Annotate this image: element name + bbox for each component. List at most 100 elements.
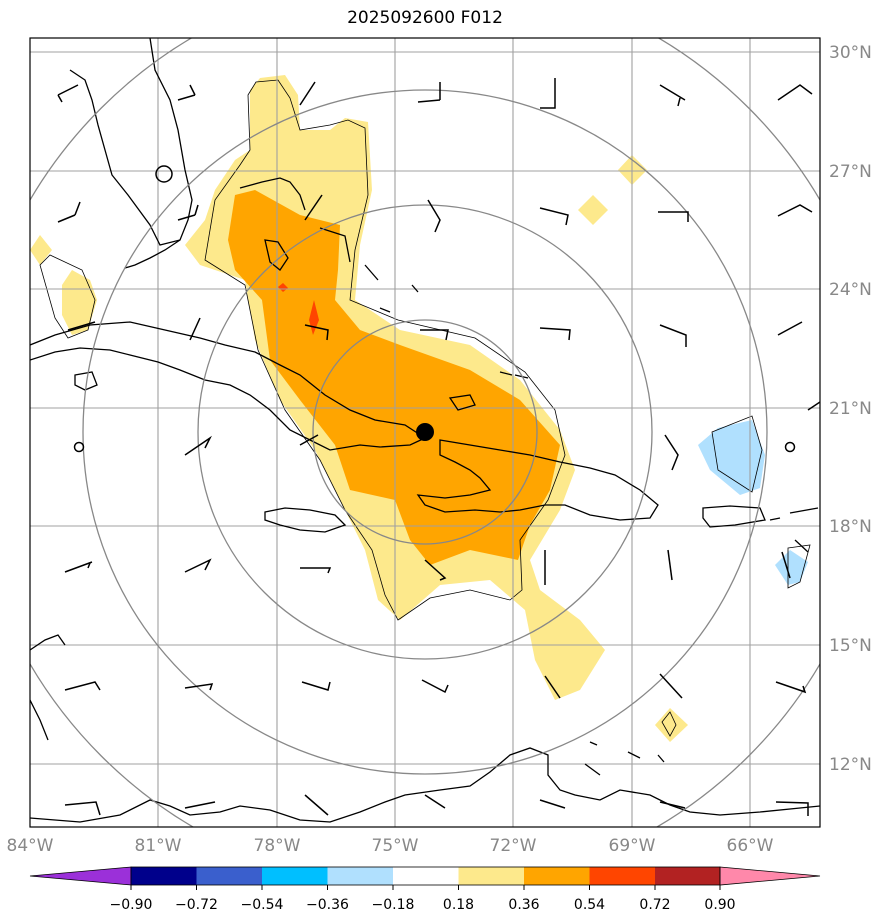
colorbar-tick-label: 0.36: [508, 897, 539, 913]
colorbar-extend-min: [29, 866, 132, 886]
contour-red-small: [278, 283, 288, 292]
coastline-puerto-rico: [702, 505, 766, 528]
wind-barb: [658, 211, 689, 222]
contour-outline-east: [711, 415, 763, 493]
wind-barb: [64, 801, 101, 816]
colorbar-bin: [589, 867, 655, 885]
wind-barb: [177, 84, 196, 101]
lat-label: 21°N: [829, 399, 872, 419]
wind-barb: [659, 801, 686, 809]
wind-barb: [64, 681, 101, 691]
colorbar-bin: [393, 867, 459, 885]
wind-barb: [424, 559, 447, 581]
wind-barb: [299, 81, 316, 106]
wind-barb: [189, 317, 201, 341]
colorbar: −0.90 −0.72 −0.54 −0.36 −0.18 0.18 0.36 …: [29, 866, 821, 913]
wind-barb: [775, 681, 807, 694]
lon-label: 78°W: [254, 836, 301, 856]
lat-label: 18°N: [829, 517, 872, 537]
wind-barb: [184, 683, 214, 691]
contour-outlines: [39, 79, 811, 737]
colorbar-bin: [458, 867, 524, 885]
colorbar-tick-label: −0.18: [372, 897, 415, 913]
colorbar-bin: [327, 867, 393, 885]
lat-label: 15°N: [829, 636, 872, 656]
coastline-hispaniola: [416, 439, 659, 521]
contour-lightblue-2: [775, 550, 808, 585]
colorbar-tick-label: 0.72: [639, 897, 670, 913]
colorbar-bin: [196, 867, 262, 885]
lat-label: 30°N: [829, 43, 872, 63]
wind-barb: [777, 204, 813, 217]
contour-yellow-south: [655, 708, 688, 742]
wind-barb: [67, 321, 96, 331]
map-plot-area: [30, 38, 820, 827]
contour-outline-west: [39, 254, 96, 339]
coastline-florida-keys: [124, 239, 181, 269]
lon-label: 75°W: [372, 836, 419, 856]
wind-barb: [424, 794, 446, 809]
wind-barb: [664, 434, 679, 471]
wind-barb: [427, 199, 441, 233]
wind-barb: [304, 324, 329, 341]
calm-circle: [155, 165, 173, 183]
range-rings: [30, 38, 820, 827]
coastline-bahamas-andros: [264, 239, 289, 271]
colorbar-tick-label: −0.54: [241, 897, 284, 913]
wind-barb: [659, 84, 686, 107]
coastline-south-america: [30, 747, 820, 823]
coastline-bahamas-islands: [319, 227, 419, 313]
colorbar-tick-label: −0.36: [306, 897, 349, 913]
wind-barb: [304, 194, 323, 221]
calm-markers: [73, 165, 796, 453]
wind-barb: [184, 558, 212, 573]
coastline-central-america: [30, 634, 66, 741]
range-ring-750: [82, 89, 768, 775]
lat-axis-labels: 30°N 27°N 24°N 21°N 18°N 15°N 12°N: [829, 43, 872, 775]
range-ring-250: [312, 319, 538, 545]
colorbar-tick-label: 0.54: [574, 897, 605, 913]
wind-barb: [775, 801, 809, 816]
colorbar-bin: [655, 867, 720, 885]
chart-title: 2025092600 F012: [347, 8, 503, 28]
wind-barb: [540, 78, 556, 109]
lon-label: 84°W: [7, 836, 54, 856]
lon-label: 69°W: [609, 836, 656, 856]
wind-barb: [544, 675, 561, 699]
wind-barb: [301, 681, 331, 691]
wind-barb: [659, 673, 683, 699]
contour-yellow-west: [30, 235, 52, 265]
wind-barb: [539, 799, 566, 809]
colorbar-bin: [524, 867, 590, 885]
wind-barb: [57, 201, 81, 223]
storm-center-marker: [416, 423, 434, 441]
calm-circle: [784, 441, 796, 453]
coastline-isle-of-youth: [74, 371, 98, 391]
wind-barb: [420, 329, 449, 341]
coastline-turks: [448, 371, 529, 411]
lat-label: 24°N: [829, 280, 872, 300]
contour-lightblue-1: [698, 420, 765, 495]
coastline-bahamas-grand: [239, 177, 306, 211]
wind-barb: [781, 551, 791, 579]
lon-label: 72°W: [490, 836, 537, 856]
wind-barb: [57, 84, 79, 103]
contour-outline-se: [787, 544, 811, 589]
wind-barb: [807, 401, 820, 411]
wind-barb: [184, 801, 216, 809]
wind-barb: [539, 207, 569, 226]
wind-barb: [299, 434, 319, 446]
lat-label: 27°N: [829, 162, 872, 182]
colorbar-tick-label: −0.90: [110, 897, 153, 913]
wind-barb: [300, 567, 332, 574]
wind-barb: [539, 327, 571, 341]
lon-axis-labels: 84°W 81°W 78°W 75°W 72°W 69°W 66°W: [7, 836, 774, 856]
wind-barb: [777, 84, 813, 101]
wind-barb: [667, 549, 673, 581]
colorbar-tick-label: −0.72: [175, 897, 218, 913]
coastline-small-islands: [584, 507, 819, 776]
coastline-florida: [69, 38, 193, 246]
wind-barb: [64, 561, 93, 573]
contour-orange-main: [228, 190, 560, 565]
